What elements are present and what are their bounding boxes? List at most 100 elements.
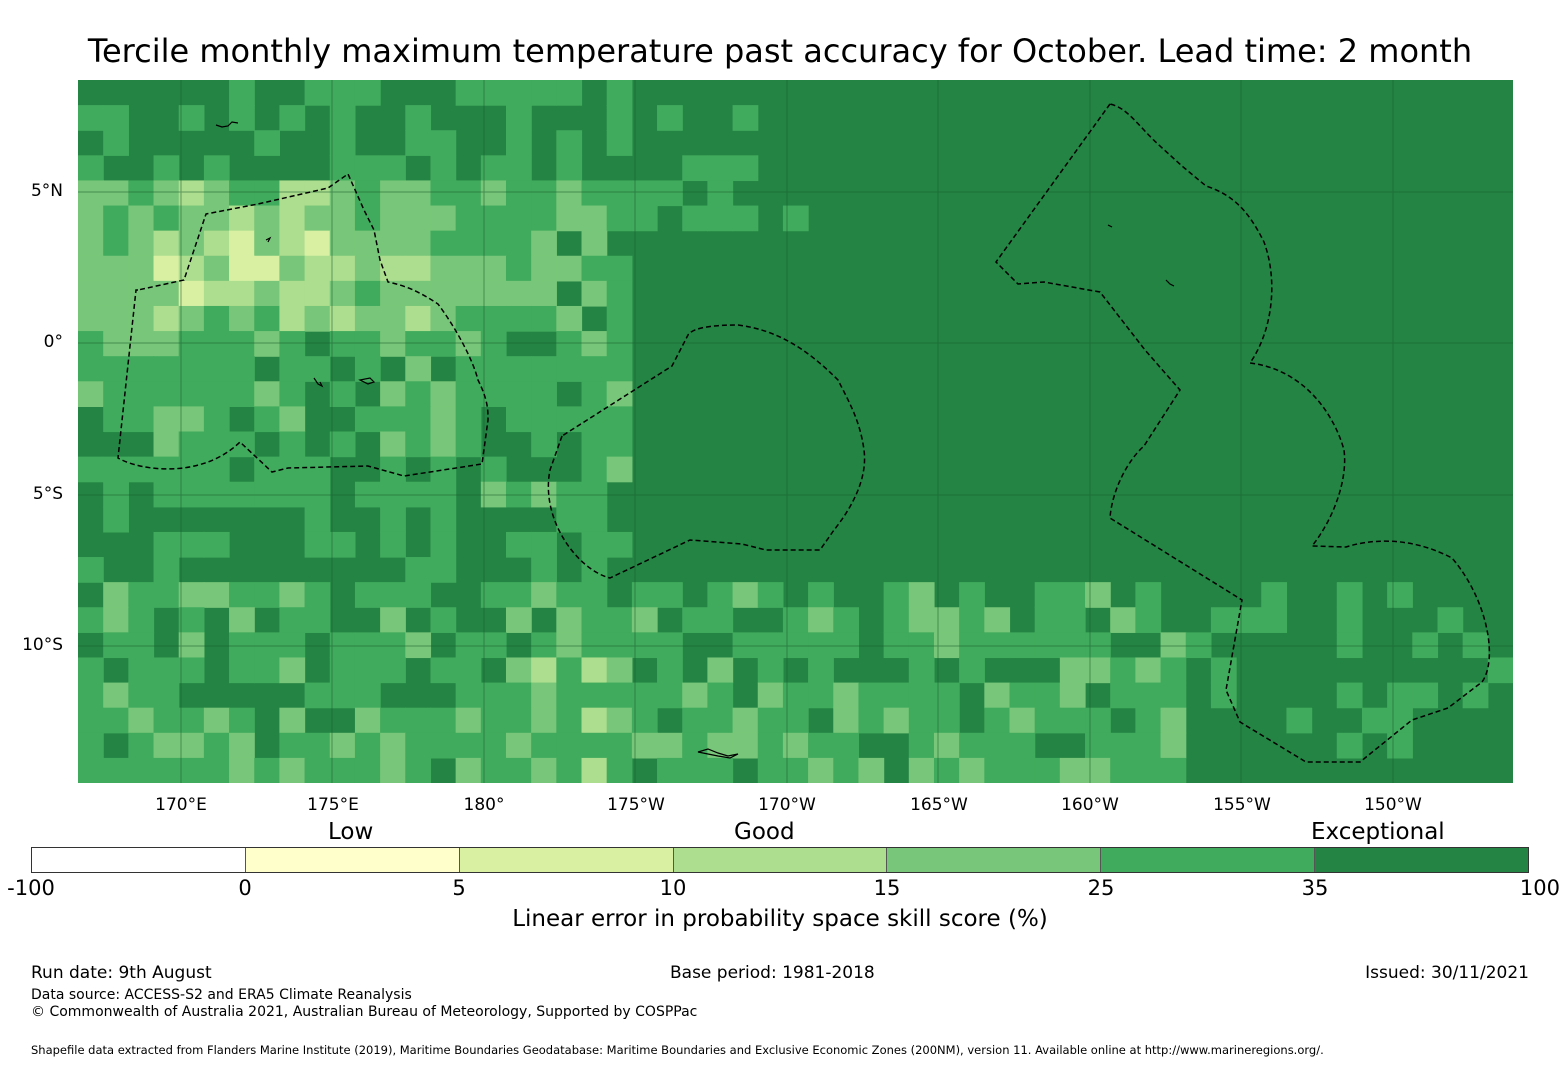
skill-cell [78,657,104,684]
skill-cell [556,732,583,759]
skill-cell [103,406,129,433]
skill-cell [581,280,608,307]
skill-cell [505,732,532,759]
skill-cell [531,531,557,558]
skill-cell [178,607,205,633]
skill-cell [78,230,104,257]
skill-cell [329,381,356,407]
skill-cell [279,657,306,684]
skill-cell [908,757,935,783]
skill-cell [380,757,406,783]
run-date: Run date: 9th August [31,963,212,983]
skill-cell [229,305,255,332]
skill-cell [1135,707,1162,734]
skill-cell [78,682,104,709]
skill-cell [556,331,583,357]
skill-cell [959,757,985,783]
skill-cell [1160,632,1187,659]
skill-cell [581,456,608,483]
skill-cell [631,607,658,633]
skill-cell [329,155,356,182]
colorbar-segment-4 [673,848,888,872]
skill-cell [581,406,608,433]
colorbar-segment-7 [1315,848,1529,872]
skill-cell [1034,582,1061,608]
skill-cell [606,180,633,207]
skill-cell [581,531,608,558]
colorbar-segment-6 [1101,848,1316,872]
skill-cell [254,381,281,407]
skill-cell [757,657,784,684]
skill-cell [153,582,180,608]
skill-cell [455,230,482,257]
skill-cell [329,431,356,458]
skill-cell [354,757,381,783]
skill-cell [581,331,608,357]
skill-cell [405,431,432,458]
skill-cell [883,632,910,659]
skill-cell [908,732,935,759]
skill-cell [1059,657,1086,684]
category-low: Low [328,819,374,845]
skill-cell [1110,607,1136,633]
skill-cell [531,582,557,608]
data-source: Data source: ACCESS-S2 and ERA5 Climate … [31,987,412,1003]
skill-cell [455,707,482,734]
skill-cell [430,557,457,583]
skill-cell [833,682,860,709]
skill-cell [606,406,633,433]
skill-cell [380,456,406,483]
skill-cell [505,80,532,106]
skill-cell [707,607,734,633]
skill-cell [480,80,507,106]
skill-cell [304,682,331,709]
skill-cell [1085,732,1111,759]
skill-cell [480,381,507,407]
skill-cell [707,180,734,207]
skill-cell [682,682,708,709]
skill-cell [531,406,557,433]
skill-cell [254,582,281,608]
skill-cell [505,180,532,207]
lon-label-165w: 165°W [910,795,968,815]
skill-cell [178,406,205,433]
skill-cell [531,657,557,684]
skill-cell [103,506,129,533]
lon-label-155w: 155°W [1213,795,1271,815]
eez-line-islands [995,103,1491,763]
skill-cell [480,305,507,332]
skill-cell [380,632,406,659]
skill-cell [1412,682,1439,709]
skill-cell [606,205,633,232]
skill-cell [1085,707,1111,734]
skill-cell [304,230,331,257]
eez-phoenix-islands [547,324,866,579]
skill-cell [78,707,104,734]
skill-cell [984,607,1011,633]
skill-cell [556,180,583,207]
skill-cell [178,305,205,332]
skill-cell [707,682,734,709]
skill-cell [984,757,1011,783]
skill-cell [606,682,633,709]
skill-cell [505,531,532,558]
skill-cell [1059,582,1086,608]
skill-cell [757,732,784,759]
skill-cell [203,205,230,232]
skill-cell [304,506,331,533]
skill-cell [581,381,608,407]
skill-cell [908,707,935,734]
shapefile-credit: Shapefile data extracted from Flanders M… [31,1043,1324,1057]
skill-cell [556,305,583,332]
skill-cell [1034,757,1061,783]
skill-cell [405,280,432,307]
skill-cell [581,632,608,659]
skill-cell [707,707,734,734]
skill-cell [757,582,784,608]
islands [215,121,1175,759]
skill-cell [581,205,608,232]
skill-cell [908,582,935,608]
skill-cell [707,582,734,608]
skill-cell [380,531,406,558]
skill-cell [78,757,104,783]
